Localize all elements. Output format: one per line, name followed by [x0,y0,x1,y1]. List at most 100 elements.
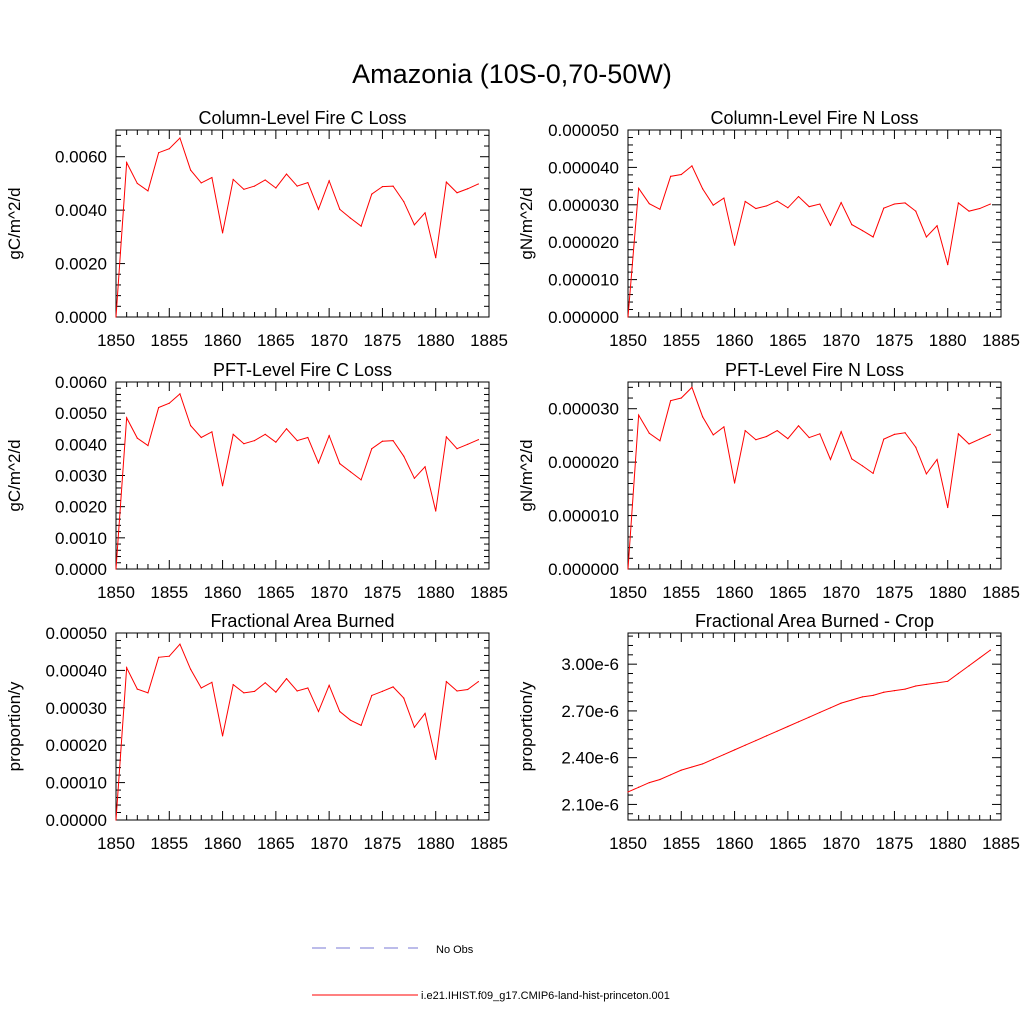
x-tick-label: 1880 [929,583,967,602]
data-point [349,719,352,721]
data-point [221,485,224,487]
data-point [659,778,661,781]
data-point [723,753,725,756]
data-point [200,182,202,184]
y-tick-label: 0.00000 [46,811,107,830]
data-point [115,316,117,318]
data-point [691,165,693,167]
y-tick-label: 0.000000 [548,560,619,579]
data-point [968,210,970,212]
data-point [648,432,650,434]
data-point [829,707,832,709]
x-tick-label: 1885 [470,834,508,853]
data-point [787,725,789,728]
data-point [861,465,864,467]
data-point [872,236,874,238]
x-tick-label: 1855 [662,331,700,350]
x-tick-label: 1850 [97,331,135,350]
data-point [659,208,661,210]
y-tick-label: 0.000010 [548,271,619,290]
data-point [285,173,288,175]
plot-frame [115,632,490,821]
data-point [168,148,170,150]
x-tick-label: 1875 [876,583,914,602]
chart-title: Fractional Area Burned - Crop [695,611,934,631]
y-tick-label: 0.0050 [55,404,107,423]
x-tick-label: 1850 [97,583,135,602]
y-tick-label: 0.0040 [55,201,107,220]
data-point [168,655,170,657]
data-point [989,649,991,651]
data-point [168,402,170,404]
data-point [627,791,629,793]
data-point [136,182,138,185]
data-point [979,207,981,210]
data-point [659,440,661,442]
data-point [861,230,864,232]
data-point [712,434,714,436]
data-point [936,682,938,684]
data-point [317,208,320,210]
data-point [765,735,768,737]
x-tick-label: 1885 [982,583,1020,602]
data-point [883,438,885,440]
data-point [424,712,426,715]
data-point [147,692,149,694]
data-point [723,426,725,428]
x-tick-label: 1885 [470,331,508,350]
x-tick-label: 1865 [769,331,807,350]
data-point [691,386,693,388]
legend-label-no-obs: No Obs [436,944,474,956]
data-point [200,436,202,439]
data-point [456,192,458,194]
data-point [840,431,842,433]
x-tick-label: 1885 [982,331,1020,350]
data-point [264,433,266,435]
data-point [712,758,714,760]
data-point [147,444,149,447]
x-tick-label: 1865 [257,583,295,602]
data-point [627,316,629,318]
data-point [904,688,906,690]
y-tick-label: 0.000020 [548,453,619,472]
x-tick-label: 1850 [609,331,647,350]
data-point [243,692,245,694]
data-point [467,188,469,190]
data-point [787,438,789,440]
y-tick-label: 0.00040 [46,661,107,680]
x-tick-label: 1860 [204,834,242,853]
data-point [957,672,959,675]
data-point [381,440,384,442]
y-axis-label: gC/m^2/d [5,187,24,259]
data-point [392,185,394,187]
y-axis-label: gC/m^2/d [5,439,24,511]
data-point [211,176,213,179]
y-axis-label: gN/m^2/d [517,439,536,511]
legend-label-model: i.e21.IHIST.f09_g17.CMIP6-land-hist-prin… [421,990,670,1002]
chart-panel: PFT-Level Fire N Loss 1850 1855 1860 1865 187… [517,360,1020,602]
data-point [733,482,736,484]
y-tick-label: 0.00010 [46,774,107,793]
data-point [829,458,832,461]
data-point [264,682,266,684]
y-tick-label: 0.0040 [55,435,107,454]
y-tick-label: 0.000020 [548,233,619,252]
chart-title: Fractional Area Burned [210,611,394,631]
data-point [200,687,202,689]
x-tick-label: 1875 [364,834,402,853]
data-point [648,782,650,784]
data-point [851,699,853,701]
data-point [819,203,821,205]
data-point [840,702,842,704]
data-point [403,697,405,699]
data-point [211,681,213,683]
x-tick-label: 1885 [470,583,508,602]
data-point [253,439,256,442]
x-tick-label: 1880 [417,583,455,602]
data-point [840,201,842,204]
data-point [861,696,864,698]
data-point [349,471,352,473]
data-point [456,690,458,692]
data-point [755,207,757,210]
